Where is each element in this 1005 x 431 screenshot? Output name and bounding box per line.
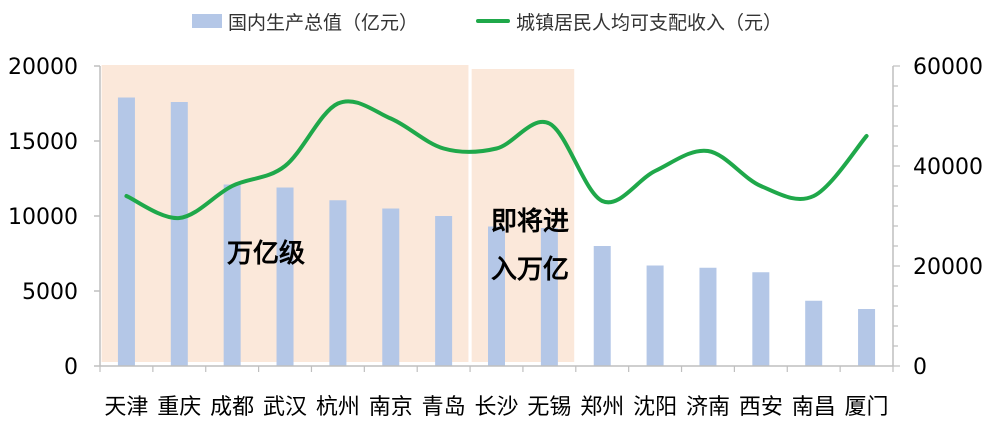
bar-济南 [699,267,717,366]
region-label-upcoming-line2: 入万亿 [491,255,569,285]
income-line [124,99,869,221]
y-right-tick-label: 20000 [913,255,983,280]
line-series [124,99,869,221]
x-tick-label: 重庆 [157,395,201,420]
y-right-tick-label: 40000 [913,155,983,180]
region-label-upcoming-line1: 即将进 [491,207,569,237]
bar-天津 [117,97,135,366]
x-tick-label: 西安 [739,395,783,420]
region-label-trillion: 万亿级 [227,238,305,269]
axes: 0 5000 10000 15000 20000 0 20000 40000 60000 天津 重庆… [8,55,983,420]
legend-label-gdp: 国内生产总值（亿元） [228,11,419,34]
y-right-tick-label: 60000 [913,55,983,80]
legend-swatch-line [476,19,510,23]
x-tick-label: 武汉 [263,395,307,420]
legend-item-gdp: 国内生产总值（亿元） [192,8,418,34]
x-tick-label: 南昌 [792,395,836,420]
y-left-tick-label: 15000 [8,130,78,155]
legend-label-income: 城镇居民人均可支配收入（元） [516,11,783,34]
x-tick-label: 厦门 [845,395,889,420]
legend-swatch-bar [192,14,222,28]
x-tick-label: 青岛 [422,395,466,420]
bar-重庆 [170,102,188,366]
x-tick-label: 沈阳 [633,395,677,420]
bar-无锡 [540,228,558,366]
x-tick-label: 济南 [686,395,730,420]
bar-成都 [223,184,241,366]
y-right-tick-label: 0 [913,355,927,380]
bar-南昌 [805,300,823,366]
y-left-tick-label: 20000 [8,55,78,80]
bar-武汉 [276,187,294,366]
bar-郑州 [593,246,611,366]
x-tick-label: 成都 [210,395,254,420]
bar-沈阳 [646,265,664,366]
legend-item-income: 城镇居民人均可支配收入（元） [476,8,782,34]
bar-南京 [382,208,400,366]
x-tick-label: 杭州 [316,395,360,420]
bar-长沙 [488,226,505,366]
x-tick-label: 南京 [369,395,413,420]
bar-厦门 [858,309,876,366]
y-left-tick-label: 0 [64,355,78,380]
bar-青岛 [435,216,453,366]
bar-西安 [752,272,770,366]
x-tick-label: 长沙 [474,395,518,420]
x-tick-label: 无锡 [527,395,571,420]
x-tick-label: 郑州 [580,395,624,420]
bar-series [117,97,876,366]
y-left-tick-label: 5000 [22,280,78,305]
y-left-tick-label: 10000 [8,205,78,230]
x-tick-label: 天津 [104,395,148,420]
bar-杭州 [329,200,347,366]
legend: 国内生产总值（亿元） 城镇居民人均可支配收入（元） [0,8,1005,34]
